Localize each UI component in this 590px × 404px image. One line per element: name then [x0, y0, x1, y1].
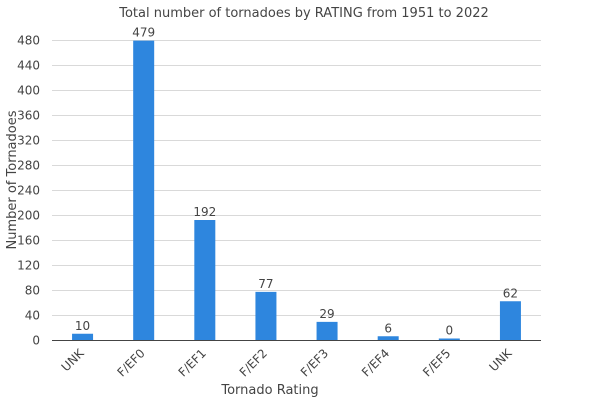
- bar-5: [377, 336, 399, 340]
- y-tick-label: 480: [17, 34, 40, 48]
- y-tick-label: 200: [17, 209, 40, 223]
- bar-6: [438, 338, 460, 340]
- data-label: 10: [75, 319, 90, 333]
- data-label: 192: [193, 205, 216, 219]
- data-label: 0: [445, 324, 453, 338]
- y-tick-label: 360: [17, 109, 40, 123]
- bar-4: [316, 321, 338, 340]
- y-tick-label: 80: [25, 284, 40, 298]
- y-tick-label: 400: [17, 84, 40, 98]
- bar-0: [72, 333, 94, 340]
- bar-1: [133, 40, 155, 340]
- y-tick-label: 320: [17, 134, 40, 148]
- x-tick-label: F/EF4: [359, 346, 392, 379]
- data-label: 479: [132, 26, 155, 40]
- bar-2: [194, 220, 216, 340]
- data-label: 77: [258, 277, 273, 291]
- x-tick-label: F/EF0: [115, 346, 148, 379]
- gridlines: [52, 40, 541, 316]
- data-label: 29: [319, 307, 334, 321]
- chart-title: Total number of tornadoes by RATING from…: [118, 6, 489, 21]
- x-tick-label: F/EF5: [420, 346, 453, 379]
- y-axis-title: Number of Tornadoes: [5, 110, 20, 249]
- y-tick-label: 40: [25, 309, 40, 323]
- bar-3: [255, 291, 277, 340]
- y-tick-label: 280: [17, 159, 40, 173]
- x-tick-label: F/EF1: [176, 346, 209, 379]
- bar-7: [499, 301, 521, 340]
- y-tick-label: 240: [17, 184, 40, 198]
- y-tick-label: 0: [32, 334, 40, 348]
- x-axis-ticks: UNK F/EF0 F/EF1 F/EF2 F/EF3 F/EF4 F/EF5 UNK: [59, 345, 516, 379]
- data-label: 62: [503, 286, 518, 300]
- x-tick-label: F/EF2: [237, 346, 270, 379]
- bars: [72, 40, 521, 340]
- data-labels: 10 479 192 77 29 6 0 62: [75, 26, 518, 338]
- y-axis-ticks: 0 40 80 120 160 200 240 280 320 360 400 440 480: [17, 34, 40, 348]
- data-label: 6: [384, 321, 392, 335]
- x-axis-title: Tornado Rating: [220, 383, 318, 398]
- y-tick-label: 120: [17, 259, 40, 273]
- x-tick-label: UNK: [487, 345, 516, 374]
- x-tick-label: UNK: [59, 345, 88, 374]
- y-tick-label: 440: [17, 59, 40, 73]
- y-tick-label: 160: [17, 234, 40, 248]
- x-tick-label: F/EF3: [298, 346, 331, 379]
